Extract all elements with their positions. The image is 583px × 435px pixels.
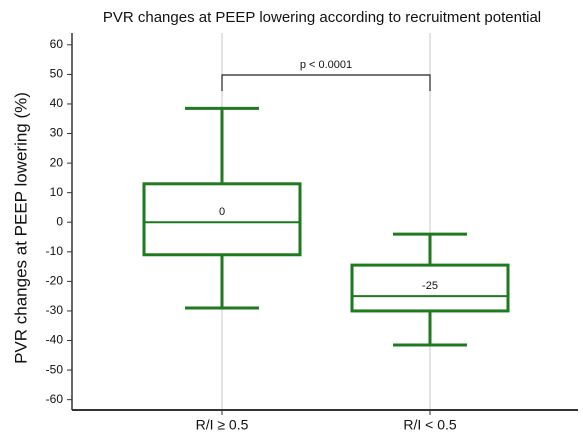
chart-title: PVR changes at PEEP lowering according t… — [103, 9, 541, 26]
y-axis-label: PVR changes at PEEP lowering (%) — [11, 92, 30, 364]
y-tick-label: -30 — [46, 303, 64, 317]
y-tick-label: 0 — [56, 214, 63, 228]
y-tick-label: 20 — [50, 155, 64, 169]
y-tick-label: 40 — [50, 96, 64, 110]
bracket — [221, 74, 431, 91]
box — [350, 263, 510, 313]
y-tick-label: -20 — [46, 274, 64, 288]
median-label: 0 — [219, 206, 225, 218]
y-tick-label: -10 — [46, 244, 64, 258]
y-tick-label: 50 — [50, 67, 64, 81]
y-tick-label: 10 — [50, 185, 64, 199]
annotation: p < 0.0001 — [300, 59, 352, 71]
x-tick-label: R/I < 0.5 — [403, 417, 457, 433]
y-tick-label: 60 — [50, 37, 64, 51]
box — [142, 182, 302, 257]
median-label: -25 — [422, 280, 438, 292]
y-tick-label: 30 — [50, 126, 64, 140]
y-tick-label: -40 — [46, 333, 64, 347]
y-tick-label: -60 — [46, 392, 64, 406]
y-tick-label: -50 — [46, 362, 64, 376]
x-tick-label: R/I ≥ 0.5 — [196, 417, 249, 433]
